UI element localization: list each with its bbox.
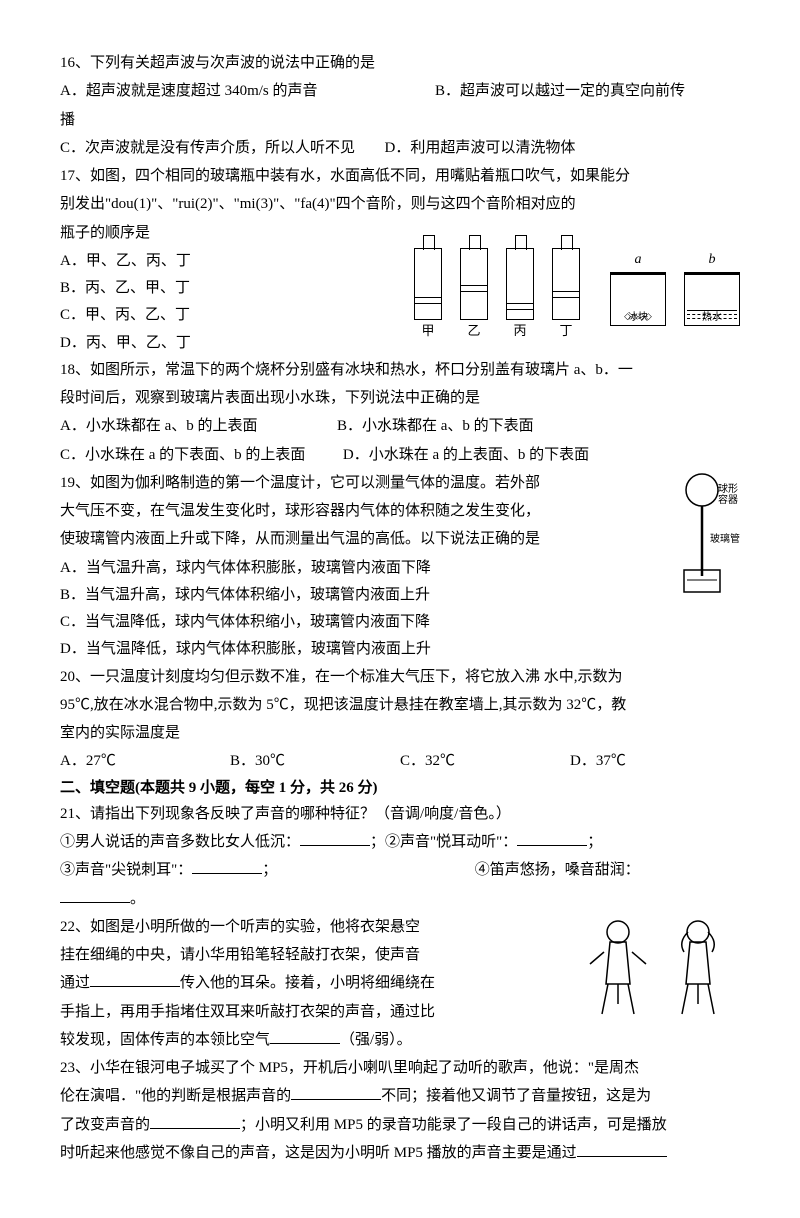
q18-opts-row1: A．小水珠都在 a、b 的上表面 B．小水珠都在 a、b 的下表面 (60, 413, 740, 439)
blank-21-3[interactable] (192, 858, 262, 875)
q21-p1c: ； (587, 834, 602, 850)
blank-21-4[interactable] (60, 886, 130, 903)
q16-c: C．次声波就是没有传声介质，所以人听不见 (60, 140, 355, 156)
q21-stem: 21、请指出下列现象各反映了声音的哪种特征？（音调/响度/音色。） (60, 801, 740, 827)
q21-p3: 。 (130, 891, 145, 907)
q17-figure: 甲 乙 丙 丁 a 冰块◇◇◇◇ b 热水 (414, 248, 740, 343)
q23-l1: 23、小华在银河电子城买了个 MP5，开机后小喇叭里响起了动听的歌声，他说："是… (60, 1055, 740, 1081)
q21-p1b: ；②声音"悦耳动听"： (370, 834, 517, 850)
bottle-label-4: 丁 (552, 320, 580, 343)
thermo-label-1: 球形 (718, 482, 738, 495)
q19-b: B．当气温升高，球内气体体积缩小，玻璃管内液面上升 (60, 582, 740, 608)
q19-l1: 19、如图为伽利略制造的第一个温度计，它可以测量气体的温度。若外部 (60, 470, 740, 496)
blank-21-1[interactable] (300, 830, 370, 847)
q18-l1: 18、如图所示，常温下的两个烧杯分别盛有冰块和热水，杯口分别盖有玻璃片 a、b．… (60, 357, 740, 383)
q20-l2: 95℃,放在冰水混合物中,示数为 5℃，现把该温度计悬挂在教室墙上,其示数为 3… (60, 692, 740, 718)
q18-d: D．小水珠在 a 的上表面、b 的下表面 (343, 447, 589, 463)
blank-23-2[interactable] (150, 1112, 240, 1129)
q19-a: A．当气温升高，球内气体体积膨胀，玻璃管内液面下降 (60, 555, 740, 581)
q23-l2: 伦在演唱．"他的判断是根据声音的 不同；接着他又调节了音量按钮，这是为 (60, 1083, 740, 1109)
blank-23-1[interactable] (291, 1084, 381, 1101)
section2-title: 二、填空题(本题共 9 小题，每空 1 分，共 26 分) (60, 775, 740, 801)
q21-p2b: ； (262, 862, 277, 878)
bottle-label-3: 丙 (506, 320, 534, 343)
q16-a: A．超声波就是速度超过 340m/s 的声音 (60, 83, 318, 99)
q18-b: B．小水珠都在 a、b 的下表面 (337, 418, 534, 434)
q17-l3: 瓶子的顺序是 (60, 220, 740, 246)
q23-l2b: 不同；接着他又调节了音量按钮，这是为 (381, 1088, 651, 1104)
q23-l3a: 了改变声音的 (60, 1117, 150, 1133)
q22-l3b: 传入他的耳朵。接着，小明将细绳绕在 (180, 975, 435, 991)
q19-d: D．当气温降低，球内气体体积膨胀，玻璃管内液面上升 (60, 636, 740, 662)
q23-l2a: 伦在演唱．"他的判断是根据声音的 (60, 1088, 291, 1104)
q16-opts-row2: C．次声波就是没有传声介质，所以人听不见 D．利用超声波可以清洗物体 (60, 135, 740, 161)
q16-b2: 播 (60, 107, 740, 133)
q23-l4a: 时听起来他感觉不像自己的声音，这是因为小明听 MP5 播放的声音主要是通过 (60, 1145, 577, 1161)
blank-22-2[interactable] (270, 1027, 340, 1044)
q22-figure (580, 914, 740, 1033)
bottles-figure: 甲 乙 丙 丁 (414, 248, 580, 343)
q21-line2: ③声音"尖锐刺耳"： ； ④笛声悠扬，嗓音甜润： (60, 857, 740, 883)
q23-l4: 时听起来他感觉不像自己的声音，这是因为小明听 MP5 播放的声音主要是通过 (60, 1140, 740, 1166)
q18-l2: 段时间后，观察到玻璃片表面出现小水珠，下列说法中正确的是 (60, 385, 740, 411)
cups-figure: a 冰块◇◇◇◇ b 热水 (610, 248, 740, 327)
q21-line3: 。 (60, 886, 740, 912)
q16-stem: 16、下列有关超声波与次声波的说法中正确的是 (60, 50, 740, 76)
q19-l2: 大气压不变，在气温发生变化时，球形容器内气体的体积随之发生变化， (60, 498, 740, 524)
q17-l2: 别发出"dou(1)"、"rui(2)"、"mi(3)"、"fa(4)"四个音阶… (60, 191, 740, 217)
q21-p1a: ①男人说话的声音多数比女人低沉： (60, 834, 300, 850)
q18-a: A．小水珠都在 a、b 的上表面 (60, 418, 258, 434)
q21-line1: ①男人说话的声音多数比女人低沉： ；②声音"悦耳动听"： ； (60, 829, 740, 855)
blank-22-1[interactable] (90, 971, 180, 988)
q21-p2c: ④笛声悠扬，嗓音甜润： (475, 862, 640, 878)
q20-d: D．37℃ (570, 748, 740, 774)
q20-l3: 室内的实际温度是 (60, 720, 740, 746)
blank-23-3[interactable] (577, 1140, 667, 1157)
q17-l1: 17、如图，四个相同的玻璃瓶中装有水，水面高低不同，用嘴贴着瓶口吹气，如果能分 (60, 163, 740, 189)
q16-opts-row1: A．超声波就是速度超过 340m/s 的声音 B．超声波可以越过一定的真空向前传 (60, 78, 740, 104)
q20-opts: A．27℃ B．30℃ C．32℃ D．37℃ (60, 748, 740, 774)
bottle-label-1: 甲 (414, 320, 442, 343)
svg-text:容器: 容器 (718, 493, 738, 506)
q20-l1: 20、一只温度计刻度均匀但示数不准，在一个标准大气压下，将它放入沸 水中,示数为 (60, 664, 740, 690)
q23-l3b: ；小明又利用 MP5 的录音功能录了一段自己的讲话声，可是播放 (240, 1117, 667, 1133)
q19-figure: 球形 容器 玻璃管 (662, 470, 740, 611)
cup-b-label: b (684, 248, 740, 273)
q22-l5a: 较发现，固体传声的本领比空气 (60, 1032, 270, 1048)
cup-a-label: a (610, 248, 666, 273)
q16-d: D．利用超声波可以清洗物体 (385, 140, 576, 156)
thermo-label-2: 玻璃管 (710, 532, 740, 545)
bottle-label-2: 乙 (460, 320, 488, 343)
q18-opts-row2: C．小水珠在 a 的下表面、b 的上表面 D．小水珠在 a 的上表面、b 的下表… (60, 442, 740, 468)
q20-a: A．27℃ (60, 748, 230, 774)
q23-l3: 了改变声音的 ；小明又利用 MP5 的录音功能录了一段自己的讲话声，可是播放 (60, 1112, 740, 1138)
q19-l3: 使玻璃管内液面上升或下降，从而测量出气温的高低。以下说法正确的是 (60, 526, 740, 552)
q22-l5b: （强/弱）。 (340, 1032, 412, 1048)
q16-b: B．超声波可以越过一定的真空向前传 (435, 83, 685, 99)
q19-c: C．当气温降低，球内气体体积缩小，玻璃管内液面下降 (60, 609, 740, 635)
q20-c: C．32℃ (400, 748, 570, 774)
q21-p2a: ③声音"尖锐刺耳"： (60, 862, 192, 878)
q22-l3a: 通过 (60, 975, 90, 991)
blank-21-2[interactable] (517, 830, 587, 847)
q20-b: B．30℃ (230, 748, 400, 774)
q18-c: C．小水珠在 a 的下表面、b 的上表面 (60, 447, 305, 463)
